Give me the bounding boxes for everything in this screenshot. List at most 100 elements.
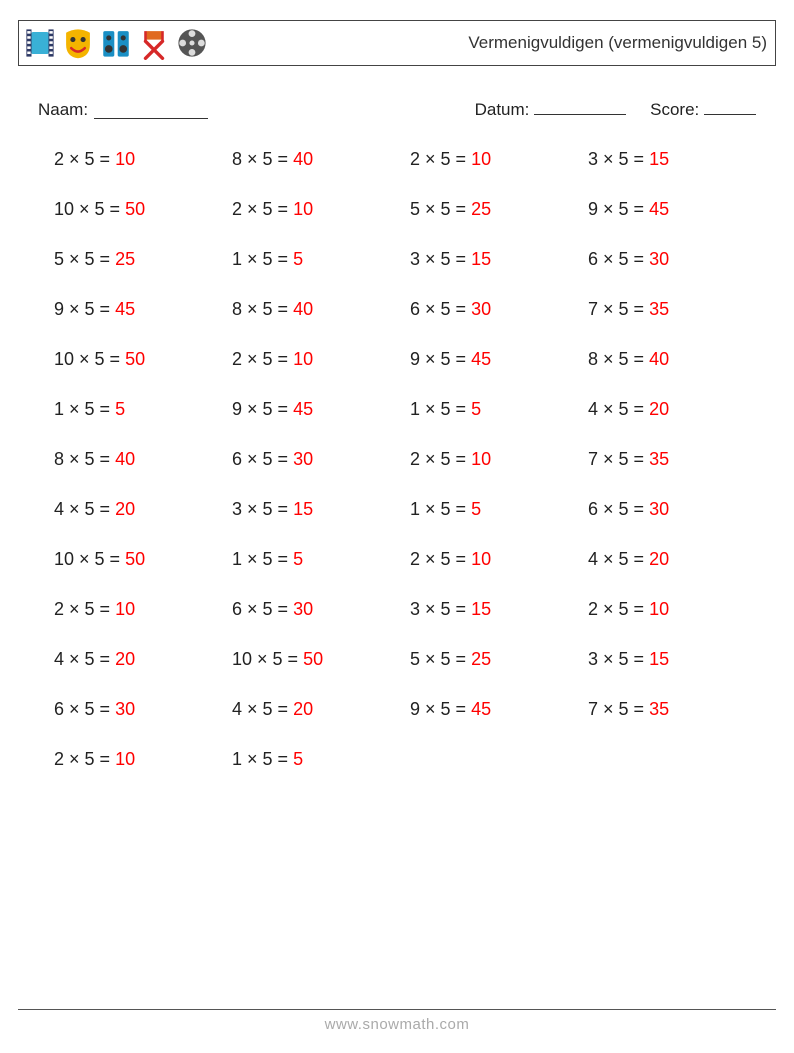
problem-cell: 10 × 5 = 50 xyxy=(232,634,400,684)
footer: www.snowmath.com xyxy=(18,1009,776,1033)
problem-expression: 8 × 5 = xyxy=(232,149,293,170)
problem-answer: 15 xyxy=(471,599,491,620)
problem-cell: 5 × 5 = 25 xyxy=(410,634,578,684)
film-icon xyxy=(23,26,57,60)
problem-cell: 6 × 5 = 30 xyxy=(232,434,400,484)
problem-expression: 7 × 5 = xyxy=(588,699,649,720)
problem-expression: 1 × 5 = xyxy=(410,499,471,520)
problem-answer: 40 xyxy=(293,149,313,170)
problem-cell: 4 × 5 = 20 xyxy=(54,634,222,684)
problem-expression: 4 × 5 = xyxy=(588,399,649,420)
score-blank[interactable] xyxy=(704,96,756,115)
problem-cell: 9 × 5 = 45 xyxy=(410,334,578,384)
problem-expression: 10 × 5 = xyxy=(54,349,125,370)
problem-expression: 2 × 5 = xyxy=(410,449,471,470)
problem-answer: 25 xyxy=(115,249,135,270)
meta-date: Datum: xyxy=(475,96,627,120)
problem-expression: 9 × 5 = xyxy=(410,349,471,370)
problem-expression: 4 × 5 = xyxy=(54,649,115,670)
meta-score: Score: xyxy=(650,96,756,120)
problem-answer: 15 xyxy=(471,249,491,270)
problem-cell: 3 × 5 = 15 xyxy=(410,234,578,284)
problem-expression: 10 × 5 = xyxy=(232,649,303,670)
problem-expression: 5 × 5 = xyxy=(410,199,471,220)
problem-cell: 6 × 5 = 30 xyxy=(54,684,222,734)
problem-answer: 50 xyxy=(303,649,323,670)
problem-expression: 1 × 5 = xyxy=(232,549,293,570)
problem-expression: 5 × 5 = xyxy=(54,249,115,270)
problem-cell: 1 × 5 = 5 xyxy=(54,384,222,434)
problem-answer: 10 xyxy=(293,199,313,220)
problem-cell: 5 × 5 = 25 xyxy=(54,234,222,284)
problem-cell: 1 × 5 = 5 xyxy=(232,734,400,784)
problem-expression: 1 × 5 = xyxy=(232,749,293,770)
meta-name: Naam: xyxy=(38,100,208,120)
problem-answer: 15 xyxy=(649,149,669,170)
worksheet-title: Vermenigvuldigen (vermenigvuldigen 5) xyxy=(468,33,767,53)
problem-answer: 35 xyxy=(649,699,669,720)
problem-expression: 6 × 5 = xyxy=(588,249,649,270)
problem-cell: 8 × 5 = 40 xyxy=(232,284,400,334)
problem-answer: 40 xyxy=(293,299,313,320)
problem-cell: 5 × 5 = 25 xyxy=(410,184,578,234)
problem-answer: 45 xyxy=(471,699,491,720)
problem-cell: 8 × 5 = 40 xyxy=(54,434,222,484)
problem-cell: 2 × 5 = 10 xyxy=(54,584,222,634)
problem-grid: 2 × 5 = 108 × 5 = 402 × 5 = 103 × 5 = 15… xyxy=(54,134,756,784)
problem-expression: 2 × 5 = xyxy=(54,599,115,620)
problem-answer: 35 xyxy=(649,299,669,320)
problem-answer: 45 xyxy=(471,349,491,370)
problem-cell: 3 × 5 = 15 xyxy=(232,484,400,534)
problem-expression: 6 × 5 = xyxy=(232,449,293,470)
problem-cell: 2 × 5 = 10 xyxy=(54,134,222,184)
date-blank[interactable] xyxy=(534,96,626,115)
header-box: Vermenigvuldigen (vermenigvuldigen 5) xyxy=(18,20,776,66)
problem-expression: 8 × 5 = xyxy=(54,449,115,470)
problem-expression: 4 × 5 = xyxy=(232,699,293,720)
problem-answer: 45 xyxy=(115,299,135,320)
problem-answer: 5 xyxy=(471,499,481,520)
problem-answer: 25 xyxy=(471,649,491,670)
problem-answer: 10 xyxy=(115,149,135,170)
problem-expression: 3 × 5 = xyxy=(588,649,649,670)
problem-expression: 6 × 5 = xyxy=(410,299,471,320)
problem-answer: 30 xyxy=(649,499,669,520)
problem-cell: 2 × 5 = 10 xyxy=(410,534,578,584)
problem-cell xyxy=(410,734,578,784)
score-label: Score: xyxy=(650,100,699,119)
problem-answer: 5 xyxy=(115,399,125,420)
problem-cell: 2 × 5 = 10 xyxy=(232,184,400,234)
problem-cell: 2 × 5 = 10 xyxy=(232,334,400,384)
problem-expression: 8 × 5 = xyxy=(588,349,649,370)
problem-expression: 7 × 5 = xyxy=(588,299,649,320)
problem-answer: 10 xyxy=(115,749,135,770)
problem-expression: 2 × 5 = xyxy=(54,749,115,770)
problem-expression: 9 × 5 = xyxy=(410,699,471,720)
footer-text: www.snowmath.com xyxy=(325,1016,470,1033)
problem-cell: 4 × 5 = 20 xyxy=(54,484,222,534)
problem-cell: 4 × 5 = 20 xyxy=(232,684,400,734)
problem-expression: 6 × 5 = xyxy=(232,599,293,620)
problem-expression: 2 × 5 = xyxy=(232,199,293,220)
problem-expression: 1 × 5 = xyxy=(54,399,115,420)
reel-icon xyxy=(175,26,209,60)
problem-cell: 1 × 5 = 5 xyxy=(410,384,578,434)
problem-answer: 45 xyxy=(649,199,669,220)
problem-cell: 6 × 5 = 30 xyxy=(588,234,756,284)
problem-expression: 1 × 5 = xyxy=(410,399,471,420)
problem-answer: 40 xyxy=(115,449,135,470)
problem-expression: 10 × 5 = xyxy=(54,199,125,220)
problem-expression: 10 × 5 = xyxy=(54,549,125,570)
problem-cell: 7 × 5 = 35 xyxy=(588,284,756,334)
problem-expression: 2 × 5 = xyxy=(410,549,471,570)
problem-cell: 6 × 5 = 30 xyxy=(588,484,756,534)
name-blank[interactable] xyxy=(94,100,208,119)
problem-cell: 9 × 5 = 45 xyxy=(232,384,400,434)
problem-answer: 20 xyxy=(115,649,135,670)
meta-right: Datum: Score: xyxy=(475,96,756,120)
problem-cell: 9 × 5 = 45 xyxy=(588,184,756,234)
problem-answer: 10 xyxy=(649,599,669,620)
worksheet-page: Vermenigvuldigen (vermenigvuldigen 5) Na… xyxy=(0,0,794,1053)
problem-cell: 8 × 5 = 40 xyxy=(588,334,756,384)
problem-expression: 9 × 5 = xyxy=(232,399,293,420)
